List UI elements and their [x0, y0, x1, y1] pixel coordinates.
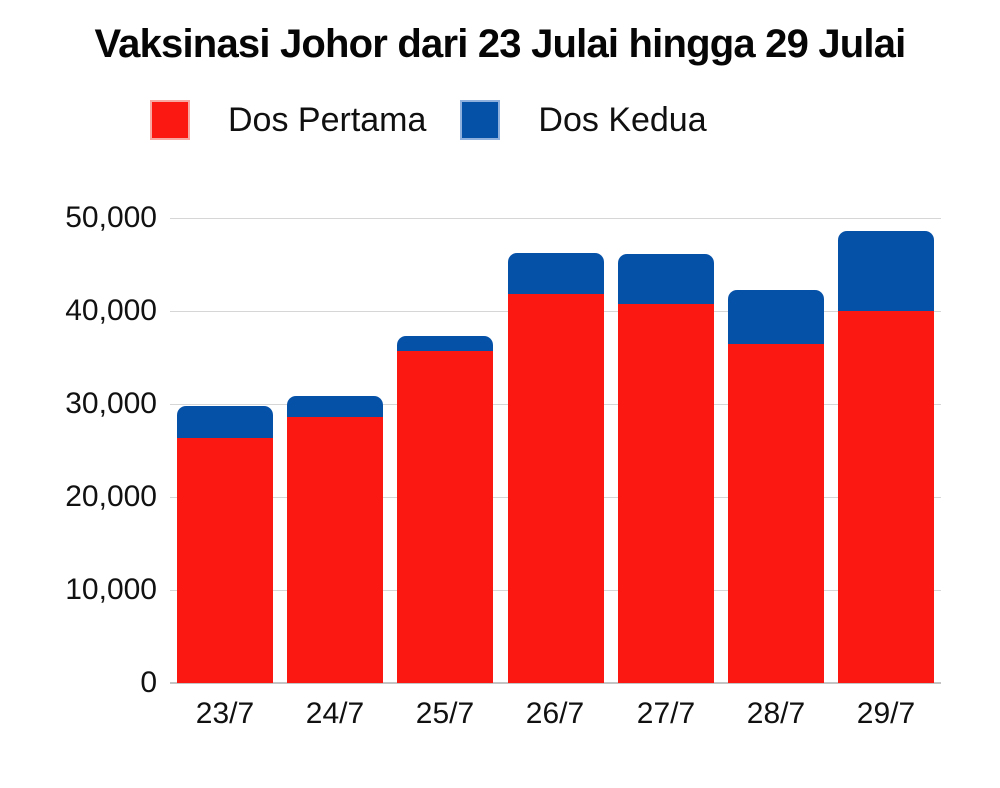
chart-legend: Dos Pertama Dos Kedua — [150, 100, 707, 140]
y-tick-label-10000: 10,000 — [65, 573, 157, 606]
legend-label-dos-kedua: Dos Kedua — [538, 100, 707, 139]
legend-item-dos-pertama[interactable]: Dos Pertama — [150, 100, 426, 140]
plot-area — [170, 218, 941, 684]
x-axis: 23/7 24/7 25/7 26/7 27/7 28/7 29/7 — [170, 697, 941, 737]
x-tick-label-23/7: 23/7 — [195, 697, 255, 730]
bar-24/7 — [287, 396, 383, 683]
bar-26/7 — [508, 253, 604, 683]
x-tick-label-24/7: 24/7 — [305, 697, 365, 730]
y-tick-label-50000: 50,000 — [65, 201, 157, 234]
bar-segment-dos-kedua-27/7[interactable] — [618, 254, 714, 304]
legend-item-dos-kedua[interactable]: Dos Kedua — [460, 100, 707, 140]
x-tick-label-25/7: 25/7 — [415, 697, 475, 730]
y-tick-label-0: 0 — [140, 666, 157, 699]
bar-23/7 — [177, 406, 273, 683]
bar-27/7 — [618, 254, 714, 683]
bar-segment-dos-pertama-23/7[interactable] — [177, 438, 273, 683]
x-tick-label-26/7: 26/7 — [525, 697, 585, 730]
bar-segment-dos-pertama-28/7[interactable] — [728, 344, 824, 683]
bar-28/7 — [728, 290, 824, 683]
bar-segment-dos-kedua-26/7[interactable] — [508, 253, 604, 294]
legend-swatch-blue-icon — [460, 100, 501, 140]
x-tick-label-27/7: 27/7 — [636, 697, 696, 730]
legend-label-dos-pertama: Dos Pertama — [228, 100, 427, 139]
chart-title: Vaksinasi Johor dari 23 Julai hingga 29 … — [94, 22, 906, 66]
bar-segment-dos-pertama-29/7[interactable] — [838, 311, 934, 683]
bar-segment-dos-kedua-28/7[interactable] — [728, 290, 824, 344]
bar-segment-dos-pertama-24/7[interactable] — [287, 417, 383, 683]
bar-segment-dos-pertama-27/7[interactable] — [618, 304, 714, 683]
x-tick-label-28/7: 28/7 — [746, 697, 806, 730]
bar-29/7 — [838, 231, 934, 683]
x-tick-label-29/7: 29/7 — [856, 697, 916, 730]
gridline-50000 — [170, 218, 941, 219]
bar-segment-dos-kedua-24/7[interactable] — [287, 396, 383, 417]
bar-25/7 — [397, 336, 493, 683]
bar-segment-dos-kedua-29/7[interactable] — [838, 231, 934, 311]
bar-segment-dos-kedua-25/7[interactable] — [397, 336, 493, 351]
bar-segment-dos-kedua-23/7[interactable] — [177, 406, 273, 438]
y-tick-label-20000: 20,000 — [65, 480, 157, 513]
y-axis: 0 10,000 20,000 30,000 40,000 50,000 — [0, 203, 157, 698]
bar-segment-dos-pertama-25/7[interactable] — [397, 351, 493, 683]
y-tick-label-30000: 30,000 — [65, 387, 157, 420]
x-axis-line — [170, 682, 941, 684]
y-tick-label-40000: 40,000 — [65, 294, 157, 327]
legend-swatch-red-icon — [150, 100, 190, 140]
bar-segment-dos-pertama-26/7[interactable] — [508, 294, 604, 683]
